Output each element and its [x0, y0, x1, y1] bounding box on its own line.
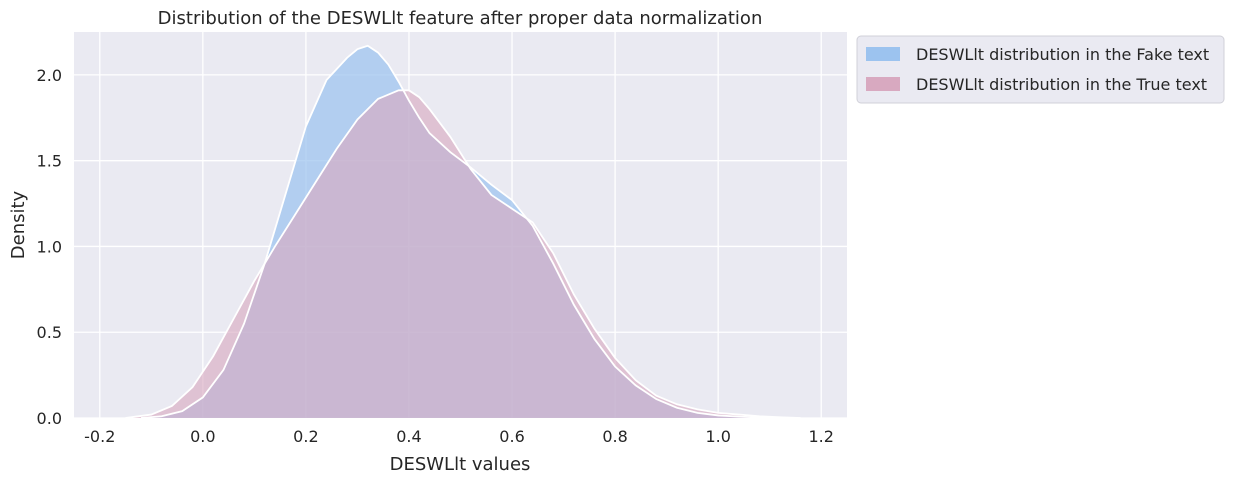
legend-label-true: DESWLlt distribution in the True text [916, 75, 1207, 94]
x-tick-label-3: 0.4 [396, 427, 421, 446]
true-text-density-outline [125, 89, 801, 419]
x-tick-label-5: 0.8 [602, 427, 627, 446]
x-tick-label-0: -0.2 [84, 427, 115, 446]
y-tick-label-3: 1.5 [37, 152, 62, 171]
legend-swatch-fake [866, 47, 900, 61]
x-tick-label-2: 0.2 [293, 427, 318, 446]
fake-text-density-outline [140, 44, 781, 419]
x-axis-label: DESWLlt values [390, 454, 531, 475]
legend: DESWLlt distribution in the Fake text DE… [856, 35, 1225, 104]
x-tick-label-6: 1.0 [705, 427, 730, 446]
tick-labels: -0.2 0.0 0.2 0.4 0.6 0.8 1.0 1.2 0.0 0.5 1.0 1.5 2.0 [37, 66, 834, 446]
y-axis-label: Density [8, 190, 29, 259]
x-tick-label-4: 0.6 [499, 427, 524, 446]
y-tick-label-4: 2.0 [37, 66, 62, 85]
x-tick-label-7: 1.2 [809, 427, 834, 446]
density-areas [125, 44, 801, 419]
true-text-density-area [125, 90, 801, 418]
x-tick-label-1: 0.0 [190, 427, 215, 446]
y-tick-label-0: 0.0 [37, 409, 62, 428]
y-tick-label-1: 0.5 [37, 323, 62, 342]
legend-box [856, 35, 1225, 104]
legend-label-fake: DESWLlt distribution in the Fake text [916, 45, 1209, 64]
chart-title: Distribution of the DESWLlt feature afte… [158, 8, 763, 29]
y-tick-label-2: 1.0 [37, 237, 62, 256]
legend-swatch-true [866, 77, 900, 91]
